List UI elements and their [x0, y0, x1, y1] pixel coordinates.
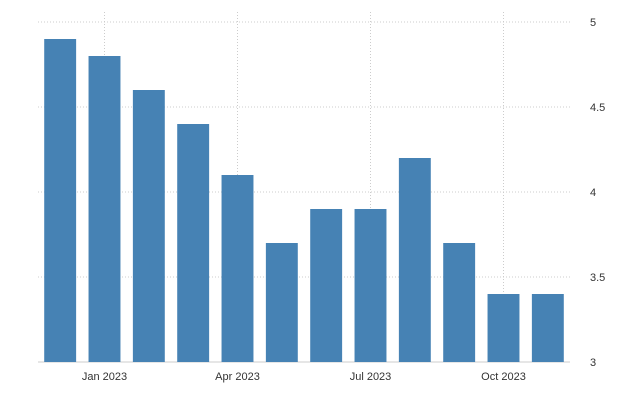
bar-2023-08	[398, 158, 431, 362]
bars	[44, 39, 564, 362]
x-tick-label: Jan 2023	[82, 371, 127, 383]
bar-2022-12	[44, 39, 77, 362]
y-tick-label: 3.5	[590, 272, 605, 284]
y-tick-label: 4.5	[590, 102, 605, 114]
x-tick-label: Apr 2023	[215, 371, 260, 383]
y-tick-label: 5	[590, 17, 596, 29]
x-axis-ticks: Jan 2023 Apr 2023 Jul 2023 Oct 2023	[82, 371, 526, 383]
y-tick-label: 3	[590, 357, 596, 369]
bar-2023-07	[354, 209, 387, 362]
bar-2023-09	[443, 243, 476, 362]
bar-2023-06	[310, 209, 343, 362]
bar-2023-01	[88, 56, 121, 362]
bar-2023-03	[177, 124, 210, 362]
y-tick-label: 4	[590, 187, 596, 199]
y-axis-ticks: 3 3.5 4 4.5 5	[590, 17, 605, 369]
x-tick-label: Oct 2023	[481, 371, 526, 383]
bar-2023-05	[265, 243, 298, 362]
x-tick-label: Jul 2023	[350, 371, 392, 383]
bar-2023-11	[531, 294, 564, 362]
bar-2023-02	[132, 90, 165, 362]
bar-2023-04	[221, 175, 254, 362]
bar-2023-10	[487, 294, 520, 362]
